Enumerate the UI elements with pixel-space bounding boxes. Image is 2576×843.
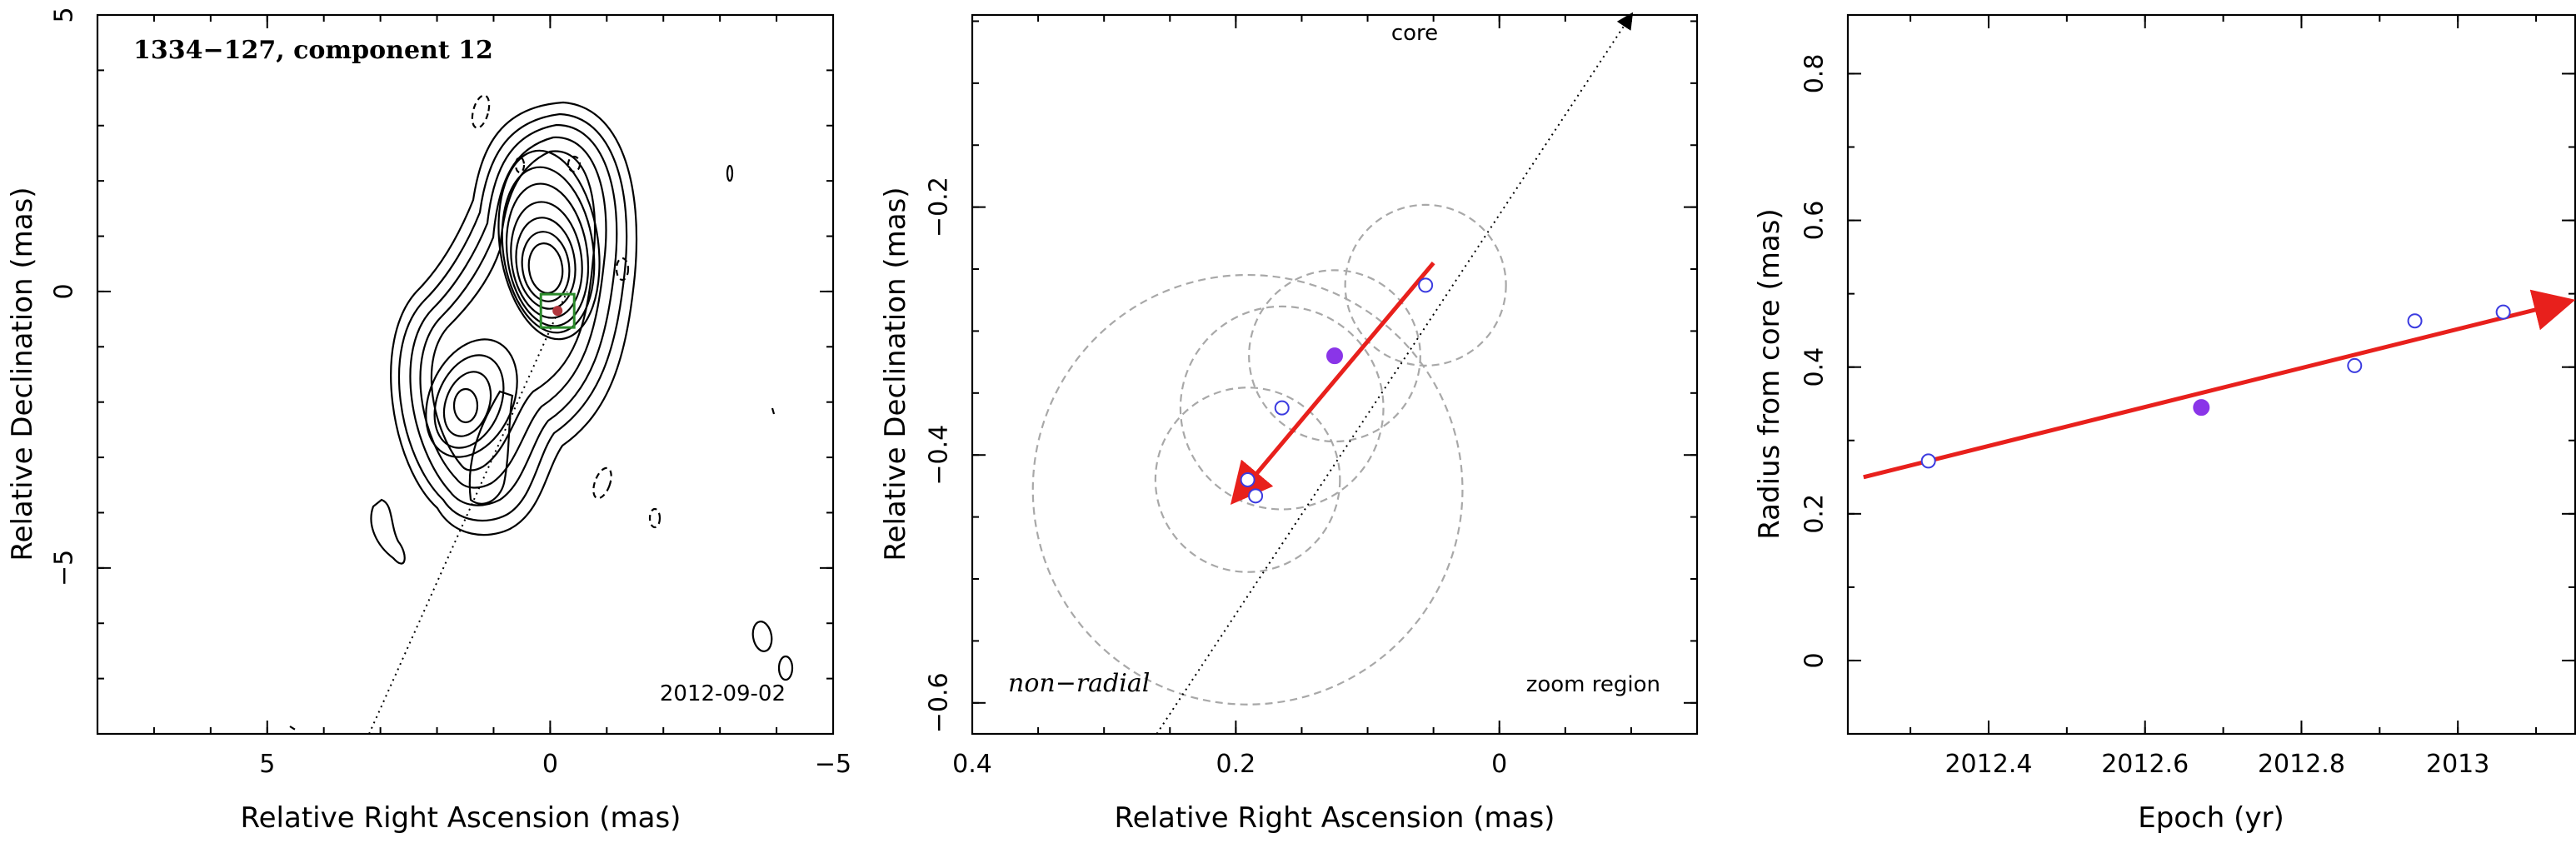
core-label: core xyxy=(1391,21,1438,46)
open-point xyxy=(1248,488,1264,504)
contour-outlier xyxy=(370,498,406,565)
contour-arm xyxy=(468,390,514,505)
core-direction-line xyxy=(368,291,568,735)
y-tick-label: 0 xyxy=(1800,652,1830,668)
negative-contour xyxy=(567,155,582,173)
x-tick-label: −5 xyxy=(815,750,851,779)
contour-outlier xyxy=(726,164,734,182)
panel2-plot-area xyxy=(1031,203,1507,706)
uncertainty-circle xyxy=(1031,273,1464,706)
contour-envelope xyxy=(419,136,607,489)
zoom-panel: 0.4 0.2 0 −0.2 −0.4 −0.6 core non−radial zoom… xyxy=(879,12,1699,835)
x-tick-label: 0 xyxy=(542,750,558,779)
core-direction-line xyxy=(1156,12,1634,735)
negative-contour xyxy=(615,257,630,282)
y-tick-label: −0.2 xyxy=(925,177,954,237)
uncertainty-circle xyxy=(1344,203,1507,367)
panel3-ylabel: Radius from core (mas) xyxy=(1753,208,1786,539)
contour-jet xyxy=(425,338,518,458)
x-tick-label: 0.2 xyxy=(1216,750,1256,779)
filled-point xyxy=(2193,399,2210,417)
contour-envelope xyxy=(430,150,597,471)
x-tick-label: 0 xyxy=(1491,750,1507,779)
zoom-region-label: zoom region xyxy=(1526,672,1660,697)
panel3-ticks: 2012.4 2012.6 2012.8 2013 0 0.2 0.4 0.6 0.8 xyxy=(1800,15,2575,779)
contour-core xyxy=(497,149,601,341)
y-tick-label: 0.2 xyxy=(1800,494,1830,534)
panel1-overlay xyxy=(368,291,576,735)
panel2-xlabel: Relative Right Ascension (mas) xyxy=(1115,801,1555,835)
negative-contour xyxy=(648,507,661,529)
panel1-ylabel: Relative Declination (mas) xyxy=(6,187,39,561)
x-tick-label: 2012.8 xyxy=(2258,750,2345,779)
y-tick-label: 0 xyxy=(50,283,79,299)
contour-outlier xyxy=(771,407,776,415)
panel2-plot xyxy=(1031,12,1634,735)
x-tick-label: 2013 xyxy=(2426,750,2489,779)
contour-jet xyxy=(433,354,505,449)
panel2-frame xyxy=(971,13,1699,736)
contour-core xyxy=(515,217,577,310)
filled-point xyxy=(1326,347,1343,365)
uncertainty-circle xyxy=(1248,269,1421,443)
open-point xyxy=(1240,471,1256,487)
negative-contour xyxy=(289,726,297,731)
y-tick-label: 0.6 xyxy=(1800,201,1830,241)
contour-map-panel: 5 0 −5 5 0 −5 xyxy=(6,7,851,835)
panel3-plot xyxy=(1863,289,2576,480)
contour-core xyxy=(501,166,596,334)
y-tick-label: −0.6 xyxy=(925,672,954,733)
panel2-ylabel: Relative Declination (mas) xyxy=(879,187,912,561)
y-tick-label: −0.4 xyxy=(925,425,954,486)
contour-outlier xyxy=(751,621,773,652)
non-radial-label: non−radial xyxy=(1008,669,1150,698)
y-tick-label: 0.8 xyxy=(1800,54,1830,94)
contour-envelope xyxy=(409,123,618,506)
panel1-frame xyxy=(96,13,835,736)
contour-map xyxy=(289,94,794,731)
trajectory-arrow xyxy=(1230,261,1435,505)
open-point xyxy=(2407,313,2423,329)
y-tick-label: −5 xyxy=(50,550,79,586)
panel1-title: 1334−127, component 12 xyxy=(133,36,493,65)
contour-envelope xyxy=(397,112,628,522)
zoom-region-box xyxy=(539,292,576,329)
x-tick-label: 2012.6 xyxy=(2101,750,2189,779)
y-tick-label: 0.4 xyxy=(1800,347,1830,387)
contour-core xyxy=(521,231,571,302)
radius-epoch-panel: 2012.4 2012.6 2012.8 2013 0 0.2 0.4 0.6 0.8 Epoc… xyxy=(1753,13,2576,835)
open-point xyxy=(1418,277,1434,293)
fit-arrow xyxy=(1863,289,2576,480)
x-tick-label: 5 xyxy=(259,750,275,779)
open-point xyxy=(1274,400,1290,416)
uncertainty-circle xyxy=(1154,387,1341,573)
panel1-xlabel: Relative Right Ascension (mas) xyxy=(241,801,681,835)
contour-jet xyxy=(442,371,492,437)
panel3-frame xyxy=(1846,13,2576,736)
y-tick-label: 5 xyxy=(50,7,79,22)
contour-outlier xyxy=(777,655,794,681)
uncertainty-circle xyxy=(1179,305,1385,511)
open-point xyxy=(2347,357,2363,373)
component-point xyxy=(552,306,563,317)
contour-jet xyxy=(452,387,479,424)
open-point xyxy=(2495,304,2511,320)
epoch-label: 2012-09-02 xyxy=(660,681,786,706)
x-tick-label: 0.4 xyxy=(952,750,992,779)
negative-contour xyxy=(514,156,526,174)
negative-contour xyxy=(471,94,491,129)
contour-core xyxy=(527,242,564,294)
contour-core xyxy=(505,182,590,327)
panel2-ticks: 0.4 0.2 0 −0.2 −0.4 −0.6 xyxy=(925,15,1698,779)
open-point xyxy=(1920,453,1936,469)
panel3-xlabel: Epoch (yr) xyxy=(2138,801,2284,835)
panel1-ticks: 5 0 −5 5 0 −5 xyxy=(50,7,852,779)
contour-envelope xyxy=(390,101,638,536)
negative-contour xyxy=(592,466,612,500)
x-tick-label: 2012.4 xyxy=(1944,750,2032,779)
